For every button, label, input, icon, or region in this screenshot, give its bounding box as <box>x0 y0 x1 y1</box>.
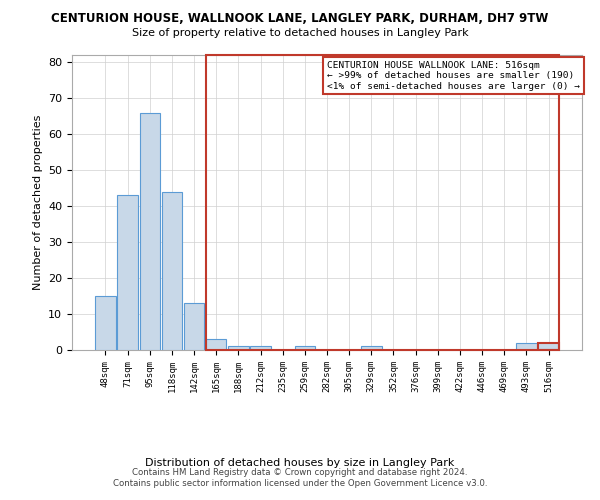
Bar <box>206 339 226 350</box>
Text: Distribution of detached houses by size in Langley Park: Distribution of detached houses by size … <box>145 458 455 468</box>
Text: Contains HM Land Registry data © Crown copyright and database right 2024.
Contai: Contains HM Land Registry data © Crown c… <box>113 468 487 487</box>
Text: CENTURION HOUSE WALLNOOK LANE: 516sqm
← >99% of detached houses are smaller (190: CENTURION HOUSE WALLNOOK LANE: 516sqm ← … <box>327 61 580 90</box>
Bar <box>95 296 116 350</box>
Y-axis label: Number of detached properties: Number of detached properties <box>32 115 43 290</box>
Bar <box>140 112 160 350</box>
Bar <box>184 303 204 350</box>
Bar <box>118 196 138 350</box>
Bar <box>161 192 182 350</box>
Bar <box>206 55 559 350</box>
Bar <box>516 343 536 350</box>
Text: Size of property relative to detached houses in Langley Park: Size of property relative to detached ho… <box>131 28 469 38</box>
Bar <box>228 346 248 350</box>
Bar <box>538 343 559 350</box>
Bar <box>250 346 271 350</box>
Bar <box>361 346 382 350</box>
Text: CENTURION HOUSE, WALLNOOK LANE, LANGLEY PARK, DURHAM, DH7 9TW: CENTURION HOUSE, WALLNOOK LANE, LANGLEY … <box>52 12 548 26</box>
Bar <box>295 346 315 350</box>
